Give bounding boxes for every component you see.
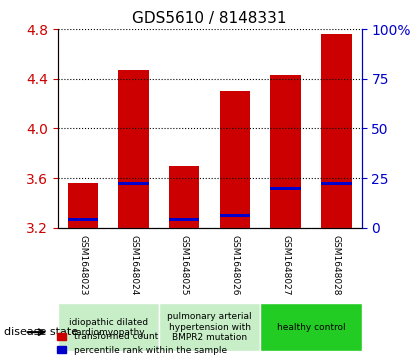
- Legend: transformed count, percentile rank within the sample: transformed count, percentile rank withi…: [54, 329, 231, 359]
- Bar: [169, 166, 199, 228]
- FancyBboxPatch shape: [58, 303, 159, 351]
- FancyBboxPatch shape: [260, 303, 362, 351]
- Bar: [169, 217, 199, 221]
- Bar: [68, 183, 98, 228]
- Text: GSM1648027: GSM1648027: [281, 235, 290, 295]
- Text: GSM1648026: GSM1648026: [231, 235, 240, 295]
- Text: GSM1648023: GSM1648023: [79, 235, 88, 295]
- Text: GSM1648024: GSM1648024: [129, 235, 138, 295]
- Text: healthy control: healthy control: [277, 323, 345, 332]
- Bar: [260, 228, 311, 302]
- Bar: [321, 34, 351, 228]
- Text: disease state: disease state: [4, 327, 78, 337]
- Bar: [210, 228, 260, 302]
- Bar: [321, 182, 351, 185]
- Bar: [270, 187, 301, 189]
- Bar: [118, 70, 149, 228]
- Bar: [270, 75, 301, 228]
- Bar: [68, 217, 98, 221]
- Bar: [108, 228, 159, 302]
- Text: GSM1648025: GSM1648025: [180, 235, 189, 295]
- Text: pulmonary arterial
hypertension with
BMPR2 mutation: pulmonary arterial hypertension with BMP…: [167, 312, 252, 342]
- FancyBboxPatch shape: [159, 303, 260, 351]
- Title: GDS5610 / 8148331: GDS5610 / 8148331: [132, 12, 287, 26]
- Bar: [220, 214, 250, 217]
- Bar: [118, 182, 149, 185]
- Bar: [311, 228, 362, 302]
- Text: idiopathic dilated
cardiomyopathy: idiopathic dilated cardiomyopathy: [69, 318, 148, 337]
- Text: GSM1648028: GSM1648028: [332, 235, 341, 295]
- Bar: [159, 228, 210, 302]
- Bar: [58, 228, 108, 302]
- Bar: [220, 91, 250, 228]
